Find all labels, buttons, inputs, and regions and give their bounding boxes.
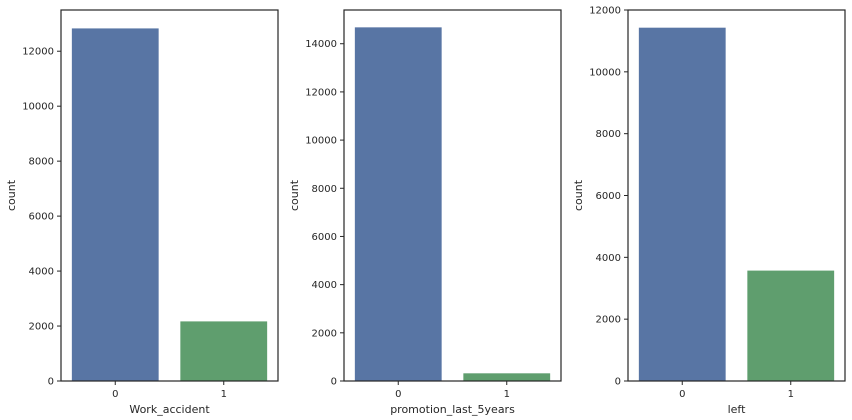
y-tick-label: 8000 <box>29 157 54 168</box>
y-tick-label: 2000 <box>312 328 337 339</box>
y-tick-label: 2000 <box>596 315 621 326</box>
x-tick-label: 1 <box>788 389 794 400</box>
bar-1 <box>180 321 268 381</box>
chart-panel-1: 0 2000 4000 6000 8000 10000 12000 14000 0 1 promot… <box>288 9 562 416</box>
bar-0 <box>71 28 159 381</box>
bar-1 <box>747 270 835 381</box>
x-tick-label: 0 <box>679 389 685 400</box>
x-tick-label: 1 <box>221 389 227 400</box>
y-tick-label: 8000 <box>596 129 621 140</box>
y-tick-label: 10000 <box>589 67 621 78</box>
y-tick-label: 0 <box>48 377 54 388</box>
y-tick-label: 0 <box>615 377 621 388</box>
axes-frame <box>627 9 846 382</box>
chart-panel-2: 0 2000 4000 6000 8000 10000 12000 0 1 left count <box>572 6 846 416</box>
y-tick-label: 6000 <box>29 212 54 223</box>
x-axis-label: left <box>728 403 747 416</box>
x-tick-label: 0 <box>395 389 401 400</box>
axes-frame <box>60 9 279 382</box>
y-tick-label: 12000 <box>22 47 54 58</box>
chart-panel-0: 0 2000 4000 6000 8000 10000 12000 0 1 Work_accide… <box>5 9 279 416</box>
y-tick-label: 10000 <box>305 136 337 147</box>
x-axis-label: Work_accident <box>129 403 210 416</box>
y-tick-label: 2000 <box>29 322 54 333</box>
x-axis-label: promotion_last_5years <box>390 403 515 416</box>
y-tick-label: 4000 <box>312 280 337 291</box>
y-tick-label: 6000 <box>596 191 621 202</box>
x-tick-label: 1 <box>504 389 510 400</box>
y-tick-label: 8000 <box>312 184 337 195</box>
x-tick-label: 0 <box>112 389 118 400</box>
y-tick-label: 6000 <box>312 232 337 243</box>
bar-0 <box>638 27 726 382</box>
y-tick-label: 12000 <box>305 87 337 98</box>
y-tick-label: 4000 <box>596 253 621 264</box>
y-tick-label: 0 <box>331 377 337 388</box>
y-axis-label: count <box>5 179 18 211</box>
axes-frame <box>343 9 562 382</box>
y-axis-label: count <box>288 179 301 211</box>
y-tick-label: 10000 <box>22 102 54 113</box>
y-axis-label: count <box>572 179 585 211</box>
y-tick-label: 12000 <box>589 6 621 17</box>
bar-1 <box>463 373 551 381</box>
y-tick-label: 14000 <box>305 39 337 50</box>
bar-0 <box>354 27 442 381</box>
y-tick-label: 4000 <box>29 267 54 278</box>
